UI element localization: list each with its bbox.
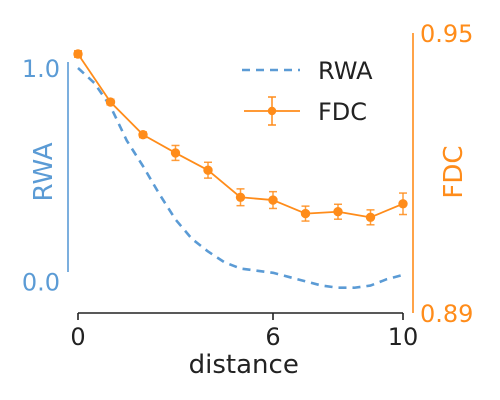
x-tick-label: 0 [70, 323, 85, 351]
left-y-tick-label: 0.0 [22, 268, 60, 296]
data-point-fdc [138, 130, 148, 140]
x-axis-label: distance [189, 350, 299, 380]
data-point-fdc [398, 199, 408, 209]
axes: 0 6 10 distance 0.0 1.0 RWA 0.89 0.95 FDC [22, 20, 474, 380]
x-tick-label: 6 [265, 323, 280, 351]
right-y-tick-label: 0.95 [420, 20, 473, 48]
data-point-fdc [365, 212, 376, 223]
legend-marker-fdc [267, 106, 277, 116]
right-y-axis-label: FDC [439, 145, 469, 198]
right-y-tick-label: 0.89 [420, 300, 473, 328]
series-line-rwa [77, 67, 404, 290]
legend-label-fdc: FDC [318, 98, 367, 126]
legend: RWA FDC [242, 57, 373, 126]
data-point-fdc [235, 192, 246, 202]
plot-area [73, 49, 408, 290]
data-point-fdc [300, 208, 311, 219]
data-point-fdc [203, 165, 213, 175]
data-point-fdc [105, 97, 116, 107]
legend-label-rwa: RWA [318, 57, 373, 85]
data-point-fdc [170, 148, 181, 158]
data-point-fdc [73, 49, 83, 59]
data-point-fdc [268, 195, 278, 205]
data-point-fdc [333, 207, 343, 217]
x-tick-label: 10 [388, 323, 419, 351]
left-y-axis-label: RWA [29, 142, 59, 201]
left-y-tick-label: 1.0 [22, 55, 60, 83]
